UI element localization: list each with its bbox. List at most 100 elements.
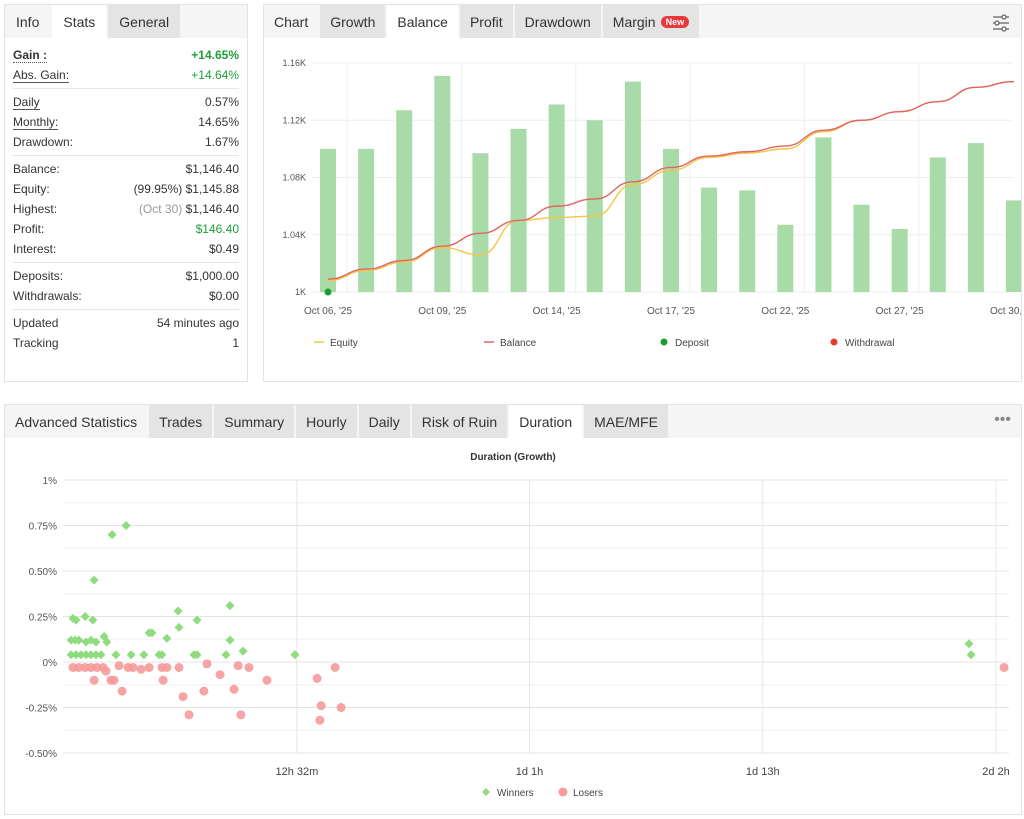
loser-point (262, 675, 272, 685)
stat-value-text: $1,146.40 (185, 202, 239, 216)
y-tick-label: 0% (43, 658, 58, 669)
tab-hourly[interactable]: Hourly (296, 405, 357, 438)
tab-stats[interactable]: Stats (52, 5, 107, 38)
loser-point (89, 675, 99, 685)
stat-row-deposits: Deposits: $1,000.00 (13, 266, 239, 286)
loser-point (233, 661, 243, 671)
loser-point (144, 662, 154, 672)
stat-row-highest: Highest: (Oct 30) $1,146.40 (13, 199, 239, 219)
deposit-marker (324, 288, 332, 296)
stat-value-text: $0.00 (208, 289, 239, 303)
tab-growth[interactable]: Growth (320, 5, 386, 38)
bar-10 (701, 187, 718, 292)
legend-label: Withdrawal (845, 338, 894, 349)
tab-risk-of-ruin[interactable]: Risk of Ruin (411, 405, 508, 438)
new-badge: New (660, 15, 690, 28)
tab-label: MAE/MFE (594, 413, 658, 430)
tab-drawdown[interactable]: Drawdown (514, 5, 601, 38)
loser-point (162, 662, 172, 672)
loser-point (236, 710, 246, 720)
stat-row-tracking: Tracking 1 (13, 333, 239, 353)
y-tick-label: 1.12K (282, 115, 306, 125)
tab-margin[interactable]: Margin New (602, 5, 700, 38)
tab-label: Hourly (306, 413, 347, 430)
tab-general[interactable]: General (108, 5, 181, 38)
tab-balance[interactable]: Balance (387, 5, 458, 38)
winner-point (91, 637, 101, 647)
bar-2 (396, 110, 413, 292)
bar-0 (320, 148, 336, 292)
tab-duration[interactable]: Duration (509, 405, 583, 438)
stat-value: 0.57% (205, 95, 239, 109)
loser-point (199, 686, 209, 696)
winner-point (139, 650, 149, 660)
stat-value: $1,146.40 (186, 162, 239, 176)
stat-value: $146.40 (196, 222, 239, 236)
tab-label: Profit (469, 13, 503, 30)
y-tick-label: 1.16K (282, 58, 306, 68)
tab-profit[interactable]: Profit (459, 5, 513, 38)
tab-trades[interactable]: Trades (149, 405, 213, 438)
tab-info[interactable]: Info (5, 5, 51, 38)
stat-row-daily: Daily 0.57% (13, 92, 239, 112)
stat-row-withdrawals: Withdrawals: $0.00 (13, 286, 239, 306)
legend-item-balance[interactable]: Balance (484, 338, 537, 349)
stat-prefix: (Oct 30) (138, 202, 183, 216)
tab-summary[interactable]: Summary (214, 405, 295, 438)
tab-label: Trades (159, 413, 203, 430)
advanced-tabs: Advanced Statistics Trades Summary Hourly Da… (5, 405, 1021, 438)
legend-item-losers[interactable]: Losers (558, 787, 604, 800)
loser-point (229, 684, 239, 694)
loser-point (174, 662, 184, 672)
stat-value: +14.64% (191, 68, 239, 82)
x-tick-label: 2d 2h (982, 766, 1010, 778)
stat-label: Withdrawals: (13, 289, 82, 303)
stat-label: Deposits: (13, 269, 64, 283)
stat-label[interactable]: Monthly: (13, 114, 59, 130)
stat-value-text: 1.67% (204, 135, 239, 149)
winner-point (71, 615, 81, 625)
legend-label: Deposit (675, 338, 709, 349)
legend-item-deposit[interactable]: Deposit (660, 338, 710, 349)
tab-label: Summary (224, 413, 285, 430)
bar-3 (434, 75, 451, 292)
stat-label[interactable]: Gain : (13, 47, 48, 63)
stat-row-updated: Updated 54 minutes ago (13, 313, 239, 333)
loser-point (178, 692, 188, 702)
tab-chart[interactable]: Chart (264, 5, 319, 38)
winner-point (192, 650, 202, 660)
stat-row-equity: Equity: (99.95%) $1,145.88 (13, 179, 239, 199)
y-tick-label: -0.50% (25, 749, 57, 760)
legend-item-winners[interactable]: Winners (482, 788, 534, 799)
legend-item-withdrawal[interactable]: Withdrawal (830, 338, 895, 349)
tab-mae-mfe[interactable]: MAE/MFE (584, 405, 668, 438)
tab-daily[interactable]: Daily (358, 405, 410, 438)
sliders-icon[interactable] (991, 13, 1011, 38)
loser-point (244, 662, 254, 672)
x-tick-label: Oct 27, '25 (876, 306, 924, 317)
x-tick-label: Oct 06, '25 (304, 306, 352, 317)
chart-tabs: Chart Growth Balance Profit Drawdown Margin Ne… (264, 5, 1021, 38)
winner-point (221, 650, 231, 660)
y-tick-label: 0.50% (29, 567, 57, 578)
bar-12 (777, 224, 794, 292)
stat-label[interactable]: Daily (13, 94, 40, 110)
stats-group: Balance: $1,146.40 Equity: (99.95%) $1,145.… (13, 156, 239, 263)
duration-chart: Duration (Growth) -0.50% -0.25% 0% 0.25% 0.50… (25, 452, 1010, 800)
stat-row-monthly: Monthly: 14.65% (13, 112, 239, 132)
legend-label: Equity (330, 338, 358, 349)
legend-item-equity[interactable]: Equity (314, 338, 358, 349)
y-tick-label: 1.08K (282, 173, 306, 183)
tab-label: Risk of Ruin (421, 413, 498, 430)
y-tick-label: 0.25% (29, 613, 57, 624)
stat-label[interactable]: Abs. Gain: (13, 67, 70, 83)
tab-label: Duration (519, 413, 573, 430)
tab-advanced-statistics[interactable]: Advanced Statistics (5, 405, 148, 438)
winner-point (162, 633, 172, 643)
stats-panel: Info Stats General Gain : +14.65% Abs. Gain:… (4, 4, 248, 382)
stat-value: 54 minutes ago (157, 316, 239, 330)
legend-swatch (660, 338, 668, 346)
ellipsis-icon[interactable]: ••• (994, 411, 1011, 428)
bar-11 (739, 190, 756, 292)
tab-label: Balance (397, 13, 448, 30)
